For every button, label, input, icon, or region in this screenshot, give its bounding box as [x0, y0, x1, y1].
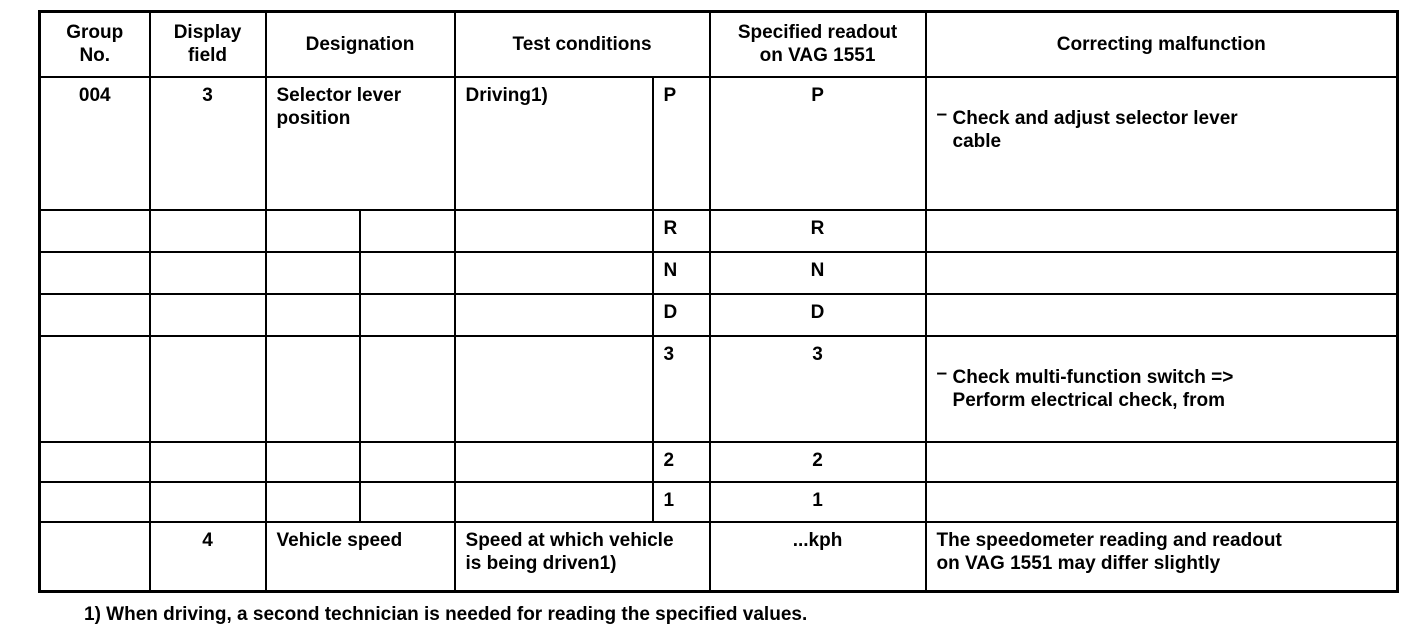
cell-readout: 2	[708, 440, 927, 483]
empty-cell	[453, 250, 654, 295]
empty-cell	[264, 334, 361, 443]
cell-readout: P	[708, 75, 927, 211]
cell-readout: 3	[708, 334, 927, 443]
table-row: R R	[38, 208, 1399, 253]
empty-cell	[264, 440, 361, 483]
empty-cell	[148, 480, 267, 523]
empty-cell	[38, 208, 151, 253]
empty-cell	[453, 292, 654, 337]
empty-cell	[38, 480, 151, 523]
table-row: D D	[38, 292, 1399, 337]
cell-lever-position: P	[651, 75, 711, 211]
cell-test-condition: Driving1)	[453, 75, 654, 211]
cell-readout: ...kph	[708, 520, 927, 593]
empty-cell	[358, 208, 456, 253]
cell-lever-position: D	[651, 292, 711, 337]
cell-lever-position: 2	[651, 440, 711, 483]
empty-cell	[38, 292, 151, 337]
empty-cell	[924, 292, 1399, 337]
empty-cell	[148, 292, 267, 337]
empty-cell	[264, 292, 361, 337]
cell-test-condition: Speed at which vehicle is being driven1)	[453, 520, 711, 593]
correction-text: Check multi-function switch => Perform e…	[952, 366, 1234, 411]
cell-lever-position: 1	[651, 480, 711, 523]
empty-cell	[38, 250, 151, 295]
empty-cell	[38, 334, 151, 443]
cell-correction: – Check multi-function switch => Perform…	[924, 334, 1399, 443]
cell-readout: D	[708, 292, 927, 337]
empty-cell	[453, 480, 654, 523]
empty-cell	[148, 250, 267, 295]
empty-cell	[148, 208, 267, 253]
empty-cell	[358, 480, 456, 523]
diagnostic-readout-table: Group No. Display field Designation Test…	[38, 10, 1400, 593]
table-row: 2 2	[38, 440, 1399, 483]
header-group-no: Group No.	[38, 10, 151, 78]
table-row: 3 3 – Check multi-function switch => Per…	[38, 334, 1399, 443]
header-row: Group No. Display field Designation Test…	[38, 10, 1399, 78]
cell-lever-position: N	[651, 250, 711, 295]
cell-correction: – Check and adjust selector lever cable	[924, 75, 1399, 211]
header-designation: Designation	[264, 10, 456, 78]
empty-cell	[453, 334, 654, 443]
cell-readout: 1	[708, 480, 927, 523]
dash-bullet: –	[936, 103, 948, 125]
empty-cell	[148, 334, 267, 443]
correction-text: Check and adjust selector lever cable	[952, 107, 1238, 152]
empty-cell	[924, 480, 1399, 523]
empty-cell	[264, 480, 361, 523]
header-display-field: Display field	[148, 10, 267, 78]
empty-cell	[358, 440, 456, 483]
table-row: 4 Vehicle speed Speed at which vehicle i…	[38, 520, 1399, 593]
empty-cell	[924, 250, 1399, 295]
cell-designation: Vehicle speed	[264, 520, 456, 593]
cell-display-field: 3	[148, 75, 267, 211]
empty-cell	[358, 250, 456, 295]
header-correcting-malfunction: Correcting malfunction	[924, 10, 1399, 78]
cell-readout: N	[708, 250, 927, 295]
cell-lever-position: R	[651, 208, 711, 253]
empty-cell	[924, 440, 1399, 483]
empty-cell	[38, 520, 151, 593]
empty-cell	[358, 292, 456, 337]
empty-cell	[924, 208, 1399, 253]
dash-bullet: –	[936, 362, 948, 384]
cell-correction: The speedometer reading and readout on V…	[924, 520, 1399, 593]
header-specified-readout: Specified readout on VAG 1551	[708, 10, 927, 78]
empty-cell	[148, 440, 267, 483]
cell-display-field: 4	[148, 520, 267, 593]
empty-cell	[453, 440, 654, 483]
empty-cell	[264, 208, 361, 253]
table-row: 004 3 Selector lever position Driving1) …	[38, 75, 1399, 211]
cell-designation: Selector lever position	[264, 75, 456, 211]
table-row: 1 1	[38, 480, 1399, 523]
cell-lever-position: 3	[651, 334, 711, 443]
correction-entry: – Check multi-function switch => Perform…	[937, 363, 1387, 412]
correction-entry: – Check and adjust selector lever cable	[937, 104, 1387, 153]
empty-cell	[264, 250, 361, 295]
header-test-conditions: Test conditions	[453, 10, 711, 78]
cell-group-no: 004	[38, 75, 151, 211]
empty-cell	[453, 208, 654, 253]
table-row: N N	[38, 250, 1399, 295]
empty-cell	[358, 334, 456, 443]
empty-cell	[38, 440, 151, 483]
footnote: 1) When driving, a second technician is …	[84, 604, 808, 625]
cell-readout: R	[708, 208, 927, 253]
